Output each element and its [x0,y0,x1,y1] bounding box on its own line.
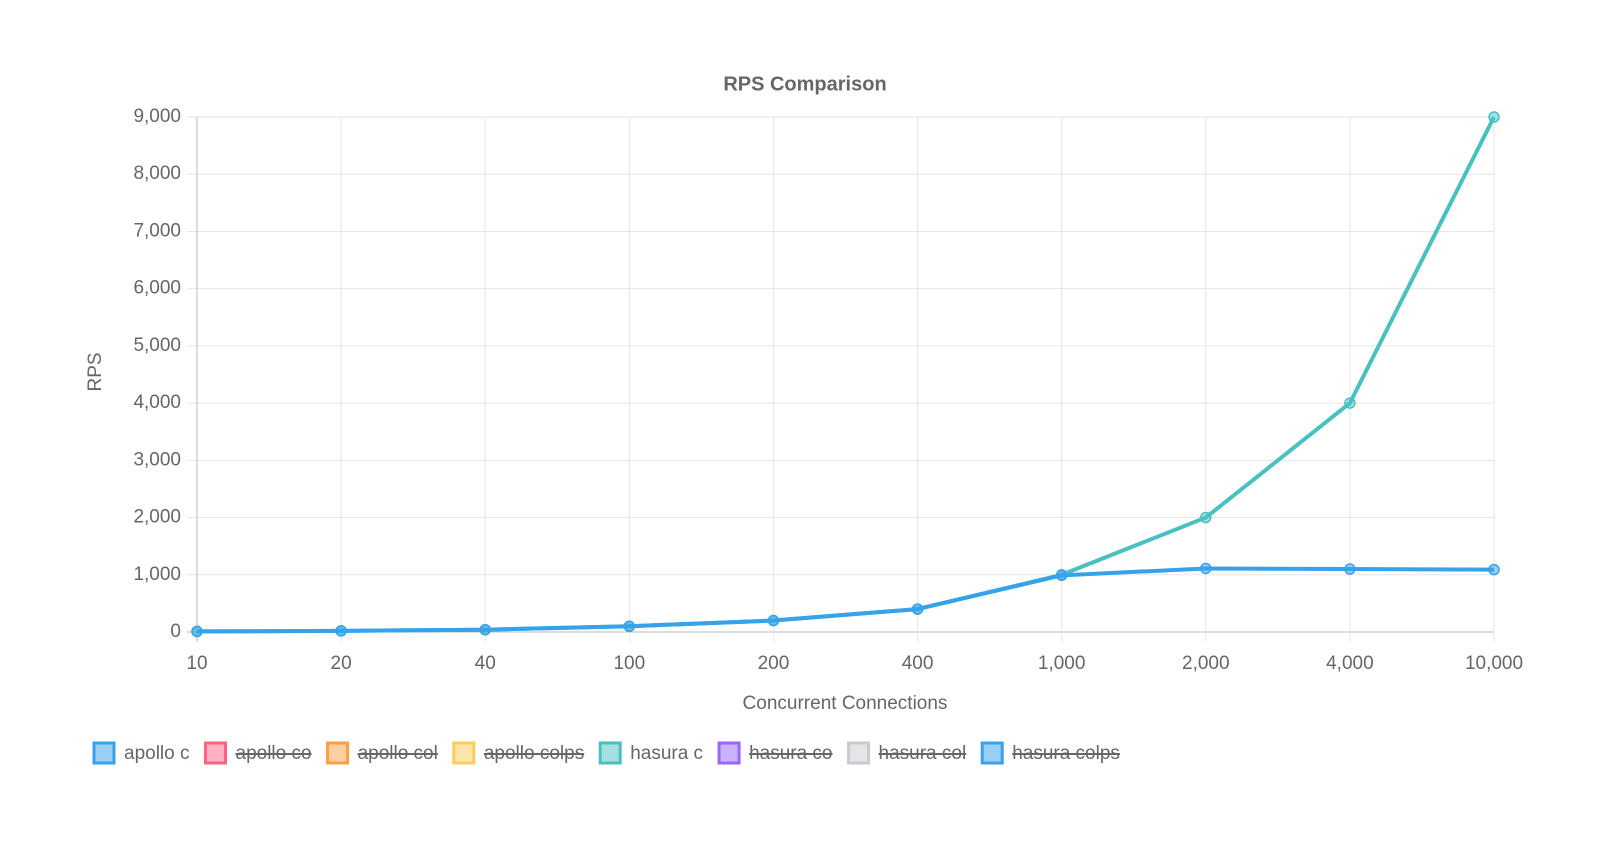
x-tick-label: 20 [331,653,352,674]
legend-swatch [326,741,350,765]
y-tick-label: 0 [170,621,181,642]
y-tick-label: 7,000 [133,220,181,241]
legend-label: apollo c [124,743,190,764]
y-tick-label: 6,000 [133,278,181,299]
x-tick-label: 200 [758,653,790,674]
y-tick-label: 8,000 [133,163,181,184]
y-tick-label: 2,000 [133,507,181,528]
data-point [335,625,347,637]
data-point [1200,511,1212,524]
series-line [196,566,1495,634]
data-point [911,603,924,615]
legend-label: hasura c [630,743,703,764]
data-point [1055,569,1068,582]
data-point [1200,562,1212,575]
legend-swatch [92,741,116,765]
data-point [479,623,491,636]
series-line [196,116,1496,634]
x-tick-label: 1,000 [1038,653,1086,674]
y-tick-label: 9,000 [133,106,181,127]
x-tick-label: 2,000 [1182,653,1230,674]
x-tick-label: 4,000 [1326,653,1374,674]
data-point [1344,563,1356,575]
data-point [623,620,636,633]
y-tick-label: 3,000 [133,449,181,470]
x-tick-label: 400 [902,653,934,674]
y-tick-label: 1,000 [133,564,181,585]
x-axis-title: Concurrent Connections [743,693,948,714]
y-axis-title: RPS [85,352,106,391]
x-tick-label: 10,000 [1465,653,1523,674]
chart-title: RPS Comparison [723,73,886,95]
data-point [1488,111,1500,123]
legend-swatch [847,741,871,765]
x-tick-label: 40 [475,653,496,674]
data-point [1488,563,1500,576]
data-point [1344,397,1356,409]
legend-swatch [980,741,1004,765]
x-tick-label: 100 [613,653,645,674]
y-tick-label: 5,000 [133,335,181,356]
legend-swatch [598,741,622,765]
legend-swatch [452,741,476,765]
data-point [767,614,780,627]
x-tick-label: 10 [186,653,207,674]
legend-swatch [717,741,741,765]
y-tick-label: 4,000 [133,392,181,413]
legend-swatch [204,741,227,765]
data-point [191,625,203,638]
